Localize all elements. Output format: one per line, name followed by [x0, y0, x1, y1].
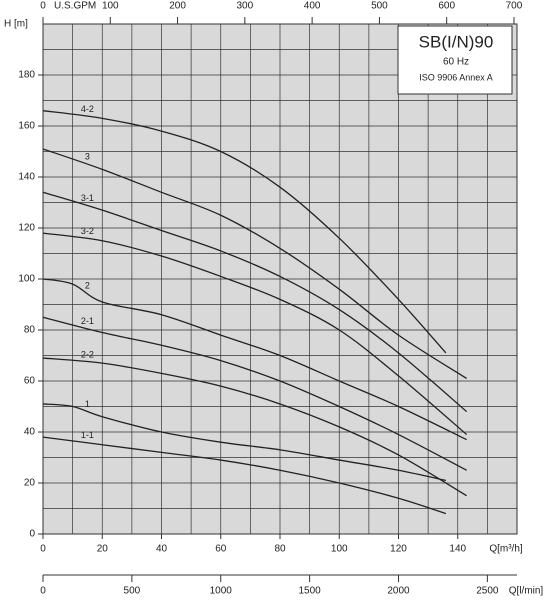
curve — [42, 316, 467, 471]
x3-tick-label: 2500 — [476, 586, 499, 597]
curve-label: 2-1 — [81, 316, 94, 326]
x-tick-label: 140 — [449, 544, 466, 555]
curve — [42, 436, 447, 515]
x-tick-label: 100 — [331, 544, 348, 555]
y-tick-label: 100 — [18, 274, 35, 285]
x3-tick-label: 500 — [124, 586, 141, 597]
curve-label: 1-1 — [81, 430, 94, 440]
x2-tick-label: 400 — [304, 1, 321, 12]
x-tick-label: 120 — [390, 544, 407, 555]
y-tick-label: 60 — [24, 376, 36, 387]
curve-label: 3 — [85, 152, 90, 162]
y-tick-label: 160 — [18, 121, 35, 132]
x-tick-label: 40 — [156, 544, 168, 555]
title-box — [397, 25, 513, 95]
curve — [42, 278, 467, 441]
y-tick-label: 120 — [18, 223, 35, 234]
y-axis-label: H [m] — [4, 19, 28, 30]
curve-label: 2-2 — [81, 349, 94, 359]
chart-title: SB(I/N)90 — [419, 32, 494, 51]
x2-tick-label: 500 — [371, 1, 388, 12]
curve-label: 2 — [85, 280, 90, 290]
x2-axis-label: U.S.GPM — [54, 1, 96, 12]
x-tick-label: 60 — [215, 544, 227, 555]
curve — [42, 148, 467, 379]
x2-tick-label: 200 — [169, 1, 186, 12]
chart-subtitle: 60 Hz — [443, 57, 469, 68]
chart-note: ISO 9906 Annex A — [419, 72, 493, 82]
curve-label: 4-2 — [81, 104, 94, 114]
x3-axis-label: Q[l/min] — [509, 586, 544, 597]
x-tick-label: 20 — [97, 544, 109, 555]
y-tick-label: 20 — [24, 478, 36, 489]
y-tick-label: 80 — [24, 325, 36, 336]
x3-tick-label: 2000 — [387, 586, 410, 597]
y-tick-label: 140 — [18, 172, 35, 183]
curve-label: 3-1 — [81, 193, 94, 203]
x3-tick-label: 1500 — [298, 586, 321, 597]
x3-tick-label: 1000 — [210, 586, 233, 597]
x2-tick-label: 100 — [102, 1, 119, 12]
x-tick-label: 0 — [40, 544, 46, 555]
x2-tick-label: 300 — [237, 1, 254, 12]
y-tick-label: 40 — [24, 427, 36, 438]
x2-tick-label: 700 — [506, 1, 523, 12]
curve — [42, 191, 468, 413]
curve-label: 1 — [85, 399, 90, 409]
y-tick-label: 0 — [29, 529, 35, 540]
x3-tick-label: 0 — [40, 586, 46, 597]
x-axis-label: Q[m³/h] — [489, 544, 523, 555]
curve — [42, 403, 447, 482]
curve — [42, 110, 447, 354]
curve — [42, 232, 468, 436]
curve — [42, 357, 467, 497]
y-tick-label: 180 — [18, 70, 35, 81]
curve-label: 3-2 — [81, 226, 94, 236]
x2-tick-label: 0 — [40, 1, 46, 12]
x-tick-label: 80 — [274, 544, 286, 555]
x2-tick-label: 600 — [438, 1, 455, 12]
